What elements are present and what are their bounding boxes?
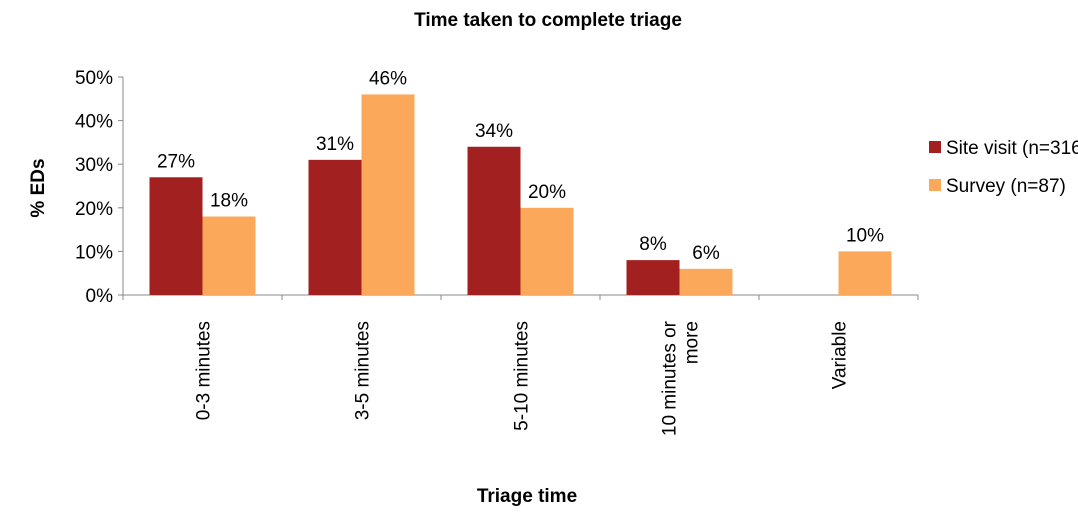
data-label: 10% xyxy=(846,225,884,246)
y-tick-label: 40% xyxy=(75,112,113,133)
x-tick-label-line: 5-10 minutes xyxy=(512,321,533,431)
x-tick-label: 10 minutes ormore xyxy=(660,320,703,436)
legend: Site visit (n=316) Survey (n=87) xyxy=(929,138,1078,197)
y-tick-label: 0% xyxy=(86,286,114,307)
plot-area: 0% 10% 20% 30% 40% 50% 27% 18% 0-3 minutes 31% 46%… xyxy=(75,68,919,436)
bar xyxy=(361,94,415,295)
x-tick-label-line: 0-3 minutes xyxy=(194,321,215,420)
bar xyxy=(308,159,362,295)
x-tick-label-line: Variable xyxy=(830,321,851,389)
x-tick-label: Variable xyxy=(830,321,851,389)
bar xyxy=(520,207,574,295)
chart-title: Time taken to complete triage xyxy=(414,10,682,31)
x-axis-title: Triage time xyxy=(477,486,577,507)
data-label: 27% xyxy=(157,151,195,172)
legend-swatch xyxy=(929,179,941,191)
y-tick-label: 10% xyxy=(75,242,113,263)
y-axis-title: % EDs xyxy=(28,158,49,217)
y-tick-label: 50% xyxy=(75,68,113,89)
bar xyxy=(838,251,892,295)
bar xyxy=(679,268,733,295)
x-tick-label-line: more xyxy=(682,321,703,364)
data-label: 31% xyxy=(316,134,354,155)
bar xyxy=(467,146,521,295)
data-label: 18% xyxy=(210,191,248,212)
x-tick-label: 3-5 minutes xyxy=(353,321,374,420)
x-tick-label-line: 3-5 minutes xyxy=(353,321,374,420)
bar xyxy=(626,260,680,295)
bar xyxy=(202,216,256,295)
data-label: 34% xyxy=(475,121,513,142)
x-tick-label: 0-3 minutes xyxy=(194,321,215,420)
data-label: 8% xyxy=(639,234,667,255)
y-tick-label: 20% xyxy=(75,199,113,220)
data-label: 46% xyxy=(369,68,407,89)
legend-label: Survey (n=87) xyxy=(946,176,1066,197)
x-tick-label: 5-10 minutes xyxy=(512,321,533,431)
data-label: 6% xyxy=(692,243,720,264)
data-label: 20% xyxy=(528,182,566,203)
legend-swatch xyxy=(929,141,941,153)
bar xyxy=(149,177,203,295)
y-tick-label: 30% xyxy=(75,155,113,176)
x-tick-label-line: 10 minutes or xyxy=(660,320,681,436)
legend-label: Site visit (n=316) xyxy=(946,138,1078,159)
